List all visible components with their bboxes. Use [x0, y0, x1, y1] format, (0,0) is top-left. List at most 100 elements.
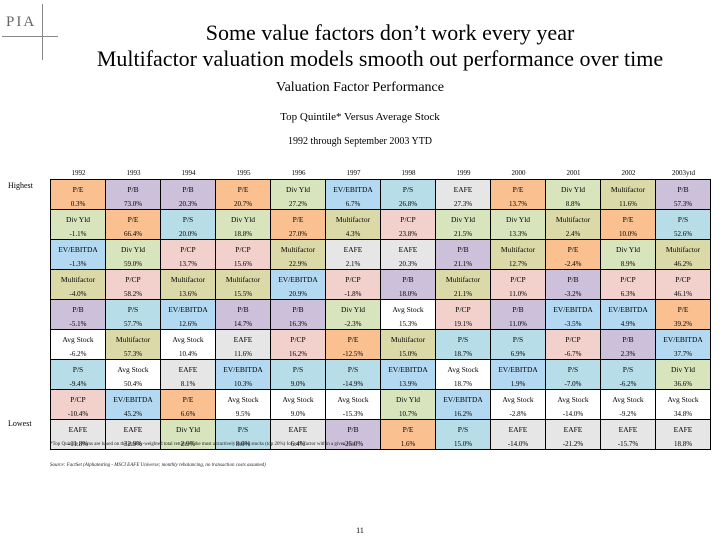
table-cell: P/E 20.7%: [216, 180, 271, 210]
factor-name: P/E: [182, 395, 194, 404]
factor-name: Multifactor: [280, 245, 316, 254]
factor-name: P/E: [512, 185, 524, 194]
factor-return: 10.7%: [398, 410, 418, 418]
table-cell: Multifactor 21.1%: [436, 270, 491, 300]
factor-name: Avg Stock: [172, 335, 204, 344]
table-cell: P/S 15.0%: [436, 420, 491, 450]
table-cell: EV/EBITDA -1.3%: [51, 240, 106, 270]
year-header-1996: 1996: [291, 169, 306, 177]
factor-return: 27.2%: [288, 200, 308, 208]
factor-return: 9.0%: [290, 410, 306, 418]
table-cell: P/CP 11.0%: [491, 270, 546, 300]
factor-name: Multifactor: [170, 275, 206, 284]
factor-return: -6.2%: [69, 350, 87, 358]
factor-return: -5.1%: [69, 320, 87, 328]
table-cell: Div Yld 21.5%: [436, 210, 491, 240]
factor-name: Div Yld: [175, 425, 201, 434]
factor-name: Multifactor: [225, 275, 261, 284]
table-cell: P/B 11.0%: [491, 300, 546, 330]
table-cell: P/S -6.2%: [601, 360, 656, 390]
factor-return: -12.5%: [342, 350, 364, 358]
table-cell: P/CP 6.3%: [601, 270, 656, 300]
table-cell: Div Yld 8.8%: [546, 180, 601, 210]
factor-return: 15.6%: [233, 260, 253, 268]
factor-name: Multifactor: [555, 215, 591, 224]
table-cell: EV/EBITDA 37.7%: [656, 330, 711, 360]
factor-return: -2.8%: [509, 410, 527, 418]
factor-name: Div Yld: [65, 215, 91, 224]
table-cell: Multifactor 22.9%: [271, 240, 326, 270]
factor-name: EV/EBITDA: [553, 305, 593, 314]
factor-name: P/CP: [180, 245, 196, 254]
table-cell: P/S 18.7%: [436, 330, 491, 360]
factor-return: 13.9%: [398, 380, 418, 388]
factor-return: 57.3%: [123, 350, 143, 358]
table-cell: P/CP 58.2%: [106, 270, 161, 300]
pia-logo: PIA: [6, 14, 37, 30]
factor-name: P/S: [402, 185, 414, 194]
factor-return: -25.0%: [342, 440, 364, 448]
factor-name: EV/EBITDA: [498, 365, 538, 374]
table-cell: P/S 57.7%: [106, 300, 161, 330]
factor-return: 16.3%: [288, 320, 308, 328]
table-cell: Avg Stock -6.2%: [51, 330, 106, 360]
factor-return: 20.3%: [178, 200, 198, 208]
table-cell: Avg Stock 9.0%: [271, 390, 326, 420]
factor-return: 13.3%: [508, 230, 528, 238]
factor-return: 14.7%: [233, 320, 253, 328]
factor-return: 66.4%: [123, 230, 143, 238]
factor-return: -7.0%: [564, 380, 582, 388]
factor-return: 1.6%: [400, 440, 416, 448]
year-header-1992: 1992: [71, 169, 86, 177]
table-cell: Div Yld 36.6%: [656, 360, 711, 390]
factor-name: EV/EBITDA: [168, 305, 208, 314]
table-cell: Div Yld 2.9%: [161, 420, 216, 450]
factor-name: Multifactor: [115, 335, 151, 344]
table-cell: EV/EBITDA 1.9%: [491, 360, 546, 390]
table-cell: Avg Stock -15.3%: [326, 390, 381, 420]
table-cell: P/S 9.0%: [271, 360, 326, 390]
table-cell: P/B 16.3%: [271, 300, 326, 330]
year-header-2000: 2000: [511, 169, 526, 177]
table-cell: Multifactor 12.7%: [491, 240, 546, 270]
factor-name: P/S: [512, 335, 524, 344]
factor-return: 27.0%: [288, 230, 308, 238]
factor-name: P/CP: [675, 275, 691, 284]
factor-name: Multifactor: [445, 275, 481, 284]
factor-name: Avg Stock: [447, 365, 479, 374]
table-cell: Multifactor 11.6%: [601, 180, 656, 210]
factor-return: 18.8%: [233, 230, 253, 238]
table-cell: P/B 21.1%: [436, 240, 491, 270]
table-cell: EAFE 8.1%: [161, 360, 216, 390]
factor-name: Avg Stock: [337, 395, 369, 404]
chart-subtitle: Top Quintile* Versus Average Stock: [280, 111, 440, 123]
factor-return: 15.0%: [398, 350, 418, 358]
factor-return: 32.9%: [123, 440, 143, 448]
factor-return: 73.0%: [123, 200, 143, 208]
factor-name: P/CP: [455, 305, 471, 314]
factor-return: 46.1%: [673, 290, 693, 298]
table-cell: EAFE -14.0%: [491, 420, 546, 450]
factor-name: P/B: [72, 305, 84, 314]
factor-return: -1.8%: [344, 290, 362, 298]
factor-return: 13.7%: [508, 200, 528, 208]
factor-return: 8.9%: [620, 260, 636, 268]
factor-name: Div Yld: [615, 245, 641, 254]
factor-name: P/B: [402, 275, 414, 284]
factor-return: -3.5%: [564, 320, 582, 328]
table-cell: Multifactor 2.4%: [546, 210, 601, 240]
factor-return: 8.8%: [565, 200, 581, 208]
factor-name: P/E: [292, 215, 304, 224]
factor-name: P/CP: [400, 215, 416, 224]
table-cell: P/CP -1.8%: [326, 270, 381, 300]
factor-return: 26.8%: [398, 200, 418, 208]
factor-name: P/CP: [620, 275, 636, 284]
factor-return: 10.0%: [618, 230, 638, 238]
table-cell: P/CP 13.7%: [161, 240, 216, 270]
factor-return: 4.3%: [345, 230, 361, 238]
factor-return: 45.2%: [123, 410, 143, 418]
factor-name: Avg Stock: [557, 395, 589, 404]
factor-name: EAFE: [68, 425, 88, 434]
factor-name: P/E: [127, 215, 139, 224]
table-cell: P/B -25.0%: [326, 420, 381, 450]
